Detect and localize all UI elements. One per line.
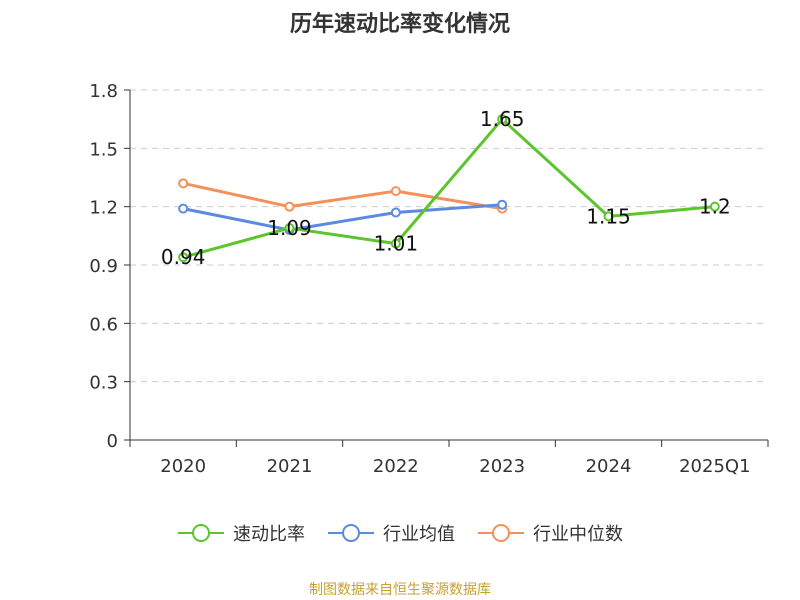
legend-line-circle-icon — [178, 524, 224, 542]
data-point — [178, 203, 189, 214]
data-point — [178, 252, 189, 263]
data-label: 1.01 — [374, 232, 419, 256]
series-line — [182, 203, 503, 232]
legend-item[interactable]: 行业中位数 — [477, 520, 623, 546]
data-point — [284, 201, 295, 212]
legend: 速动比率 行业均值 行业中位数 — [0, 520, 800, 546]
data-label: 0.94 — [161, 245, 206, 269]
x-tick-label: 2025Q1 — [679, 456, 750, 477]
data-point — [497, 114, 508, 125]
grid-lines — [130, 89, 768, 383]
x-tick-label: 2022 — [373, 456, 419, 477]
data-point — [178, 178, 189, 189]
data-point — [390, 207, 401, 218]
legend-line-circle-icon — [478, 524, 524, 542]
data-point — [709, 201, 720, 212]
y-tick-label: 0.9 — [89, 256, 118, 277]
x-tick-label: 2024 — [586, 456, 632, 477]
series-line — [182, 117, 715, 259]
data-label: 1.15 — [586, 204, 631, 228]
x-tick-label: 2023 — [479, 456, 525, 477]
axes: 0 0.3 0.6 0.9 1.2 1.5 1.8 2020 2021 2022 2023 2024 2… — [89, 81, 769, 477]
chart-title: 历年速动比率变化情况 — [289, 12, 510, 37]
data-point — [284, 223, 295, 234]
y-tick-label: 1.8 — [89, 81, 118, 102]
data-label: 1.2 — [699, 195, 731, 219]
data-point — [603, 211, 614, 222]
legend-item[interactable]: 速动比率 — [177, 520, 305, 546]
data-labels: 0.94 1.09 1.01 1.65 1.15 1.2 — [161, 107, 731, 269]
data-label: 1.09 — [267, 216, 312, 240]
legend-line-circle-icon — [328, 524, 374, 542]
y-tick-label: 1.5 — [89, 139, 118, 160]
legend-label: 行业均值 — [383, 524, 455, 545]
y-tick-label: 1.2 — [89, 198, 118, 219]
data-label: 1.65 — [480, 107, 525, 131]
y-tick-label: 0.3 — [89, 373, 118, 394]
source-note: 制图数据来自恒生聚源数据库 — [309, 582, 491, 598]
y-tick-label: 0.6 — [89, 314, 118, 335]
data-point — [497, 199, 508, 210]
series-lines — [178, 114, 720, 263]
legend-item[interactable]: 行业均值 — [327, 520, 455, 546]
y-tick-label: 0 — [107, 431, 118, 452]
data-point — [390, 186, 401, 197]
data-point — [390, 238, 401, 249]
legend-label: 行业中位数 — [533, 524, 623, 545]
legend-label: 速动比率 — [233, 524, 305, 545]
x-tick-label: 2021 — [267, 456, 313, 477]
x-tick-label: 2020 — [160, 456, 206, 477]
series-line — [182, 181, 503, 211]
